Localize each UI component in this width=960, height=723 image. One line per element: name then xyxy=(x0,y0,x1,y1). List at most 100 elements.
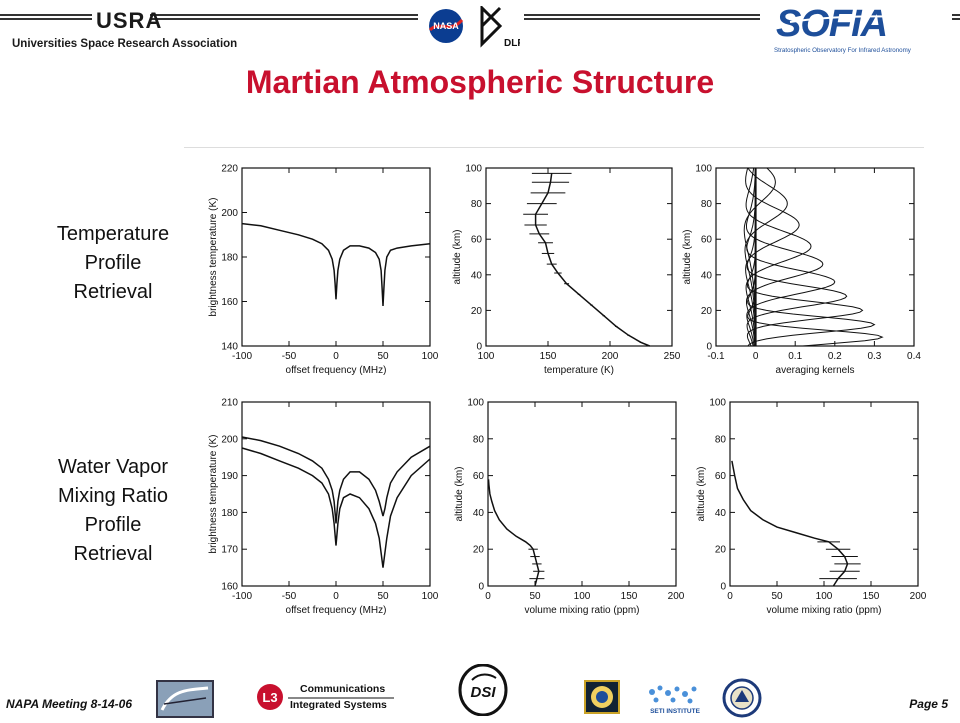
x-axis-label: averaging kernels xyxy=(776,365,855,376)
data-line-0 xyxy=(241,436,431,524)
x-tick-label: 0.4 xyxy=(907,351,921,362)
x-tick-label: 0.3 xyxy=(867,351,881,362)
x-axis-label: temperature (K) xyxy=(544,365,614,376)
y-tick-label: 40 xyxy=(471,270,483,281)
x-axis-label: volume mixing ratio (ppm) xyxy=(766,605,881,616)
y-tick-label: 100 xyxy=(695,164,712,175)
kernel-curve xyxy=(746,168,848,347)
page-number: Page 5 xyxy=(909,697,948,711)
y-tick-label: 170 xyxy=(221,545,238,556)
x-tick-label: 250 xyxy=(664,351,680,362)
x-tick-label: 50 xyxy=(377,591,389,602)
y-tick-label: 220 xyxy=(221,164,238,175)
chart-temperature-spectrum: -100 -50 0 50 100 140 160 180 200 220 offset frequ… xyxy=(196,150,444,382)
y-tick-label: 180 xyxy=(221,253,238,264)
x-axis-label: offset frequency (MHz) xyxy=(286,365,387,376)
y-tick-label: 100 xyxy=(465,164,482,175)
svg-text:DSI: DSI xyxy=(470,684,496,701)
chart-averaging-kernels: -0.1 0 0.1 0.2 0.3 0.4 0 20 40 60 80 100 averaging k… xyxy=(682,150,928,382)
plots-top-rule xyxy=(184,147,924,148)
sofia-logo: SOFIA Stratospheric Observatory For Infr… xyxy=(770,2,950,56)
y-tick-label: 60 xyxy=(715,471,727,482)
y-axis-label: altitude (km) xyxy=(696,466,707,521)
y-tick-label: 210 xyxy=(221,398,238,409)
y-axis-label: altitude (km) xyxy=(452,229,463,284)
chart-water-profile-2: 0 50 100 150 200 0 20 40 60 80 100 volume mixing ra… xyxy=(694,390,930,624)
x-tick-label: 50 xyxy=(771,591,783,602)
y-tick-label: 60 xyxy=(701,235,713,246)
svg-text:Stratospheric Observatory For: Stratospheric Observatory For Infrared A… xyxy=(774,47,912,54)
plot-frame xyxy=(241,167,431,347)
kernel-curve xyxy=(745,167,800,346)
x-tick-label: 0.1 xyxy=(788,351,802,362)
y-tick-label: 20 xyxy=(473,545,485,556)
dlr-logo: DLR xyxy=(474,4,525,50)
data-line-0 xyxy=(241,222,431,306)
y-axis-label: brightness temperature (K) xyxy=(208,198,219,317)
svg-text:L3: L3 xyxy=(262,690,277,705)
napa-logo xyxy=(156,680,214,718)
chart-temperature-profile: 100 150 200 250 0 20 40 60 80 100 temperature (K) a… xyxy=(452,150,680,382)
x-tick-label: 0 xyxy=(333,351,339,362)
x-tick-label: 50 xyxy=(377,351,389,362)
row-label-line: Profile xyxy=(84,252,142,274)
header-rule-left xyxy=(0,14,92,20)
x-tick-label: -0.1 xyxy=(707,351,725,362)
x-tick-label: 0 xyxy=(727,591,733,602)
seal-logo-1 xyxy=(584,680,620,714)
x-tick-label: -100 xyxy=(232,351,252,362)
y-axis-label: brightness temperature (K) xyxy=(208,435,219,554)
row-label-water-vapor: Water Vapor Mixing Ratio Profile Retriev… xyxy=(30,453,196,569)
y-tick-label: 180 xyxy=(221,508,238,519)
x-tick-label: 150 xyxy=(540,351,557,362)
y-tick-label: 100 xyxy=(709,398,726,409)
svg-text:NASA: NASA xyxy=(433,21,459,31)
plot-frame xyxy=(729,401,919,587)
seal-logo-2 xyxy=(722,678,762,718)
y-tick-label: 20 xyxy=(471,306,483,317)
y-tick-label: 200 xyxy=(221,434,238,445)
chart-water-profile-1: 0 50 100 150 200 0 20 40 60 80 100 volume mixing ra… xyxy=(452,390,684,624)
y-tick-label: 140 xyxy=(221,342,238,353)
org-name: Universities Space Research Association xyxy=(12,38,238,50)
y-tick-label: 80 xyxy=(473,434,485,445)
data-line-0 xyxy=(487,479,540,587)
y-tick-label: 160 xyxy=(221,582,238,593)
y-tick-label: 60 xyxy=(471,235,483,246)
row-label-line: Temperature xyxy=(56,223,170,245)
y-tick-label: 40 xyxy=(473,508,485,519)
x-tick-label: 100 xyxy=(422,351,439,362)
header-rule-middle-left xyxy=(150,14,418,20)
meeting-label: NAPA Meeting 8-14-06 xyxy=(6,697,133,711)
chart-water-spectrum: -100 -50 0 50 100 160 170 180 190 200 210 offset fr… xyxy=(196,390,444,624)
page-title: Martian Atmospheric Structure xyxy=(245,64,715,100)
y-tick-label: 0 xyxy=(478,582,484,593)
l3-line2: Integrated Systems xyxy=(290,699,387,711)
kernel-curve xyxy=(746,168,836,347)
y-tick-label: 0 xyxy=(706,342,712,353)
usra-logo: USRA xyxy=(96,8,163,33)
y-axis-label: altitude (km) xyxy=(454,466,465,521)
x-axis-label: volume mixing ratio (ppm) xyxy=(524,605,639,616)
row-label-temperature: Temperature Profile Retrieval xyxy=(30,220,196,307)
x-tick-label: -50 xyxy=(282,351,297,362)
kernel-curve xyxy=(745,167,812,347)
l3-logo: L3 xyxy=(256,680,396,714)
plot-frame xyxy=(487,401,677,587)
x-tick-label: -50 xyxy=(282,591,297,602)
x-tick-label: 100 xyxy=(422,591,439,602)
kernel-curve xyxy=(746,167,824,347)
y-axis-label: altitude (km) xyxy=(682,229,693,284)
x-tick-label: 100 xyxy=(478,351,495,362)
y-tick-label: 20 xyxy=(701,306,713,317)
plot-frame xyxy=(241,401,431,587)
y-tick-label: 0 xyxy=(720,582,726,593)
row-label-line: Water Vapor xyxy=(57,456,169,478)
nasa-logo: NASA xyxy=(428,8,464,44)
y-tick-label: 20 xyxy=(715,545,727,556)
x-tick-label: 0.2 xyxy=(828,351,842,362)
header-rule-right xyxy=(952,14,960,20)
row-label-line: Retrieval xyxy=(73,543,153,565)
plot-frame xyxy=(485,167,673,347)
y-tick-label: 80 xyxy=(715,434,727,445)
